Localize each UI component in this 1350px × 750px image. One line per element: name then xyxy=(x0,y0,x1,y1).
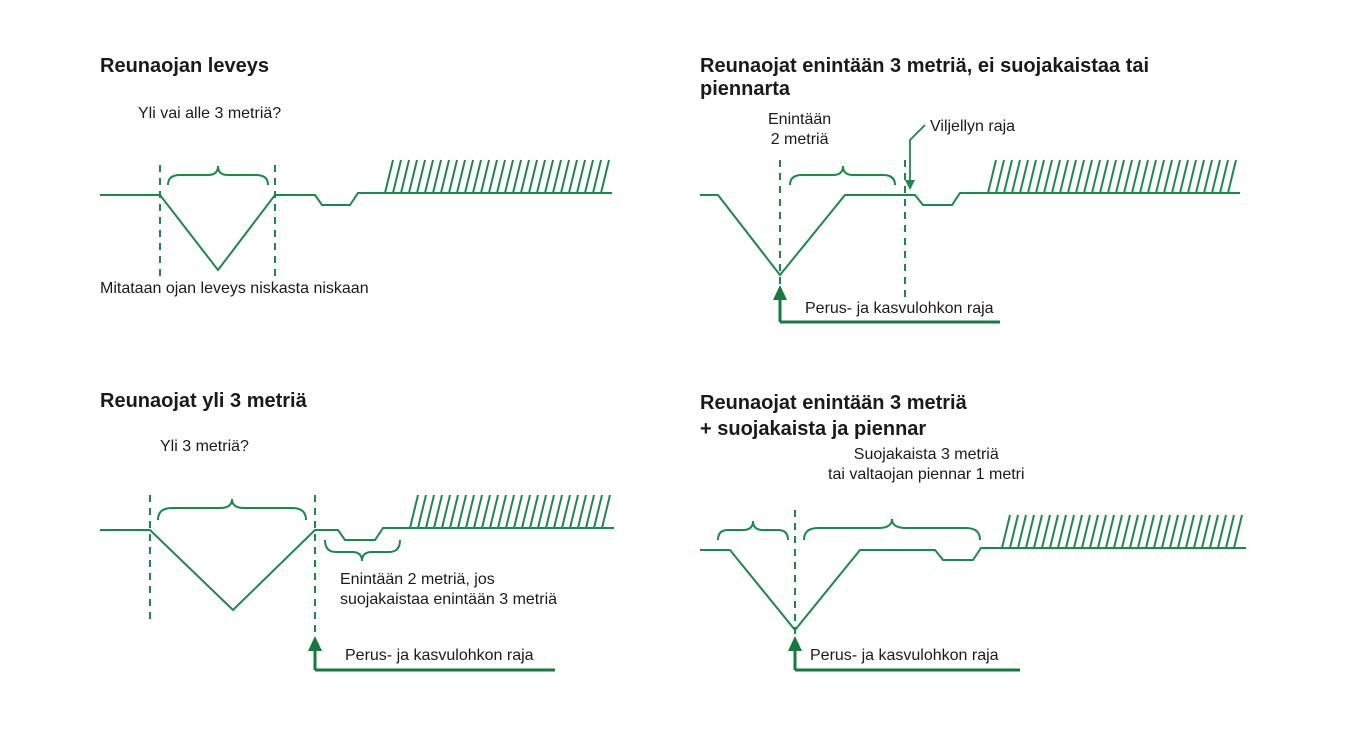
panel-svg-tl xyxy=(100,60,660,320)
panel-svg-br xyxy=(700,395,1270,695)
diagram-canvas: Reunaojan leveys Yli vai alle 3 metriä? … xyxy=(0,0,1350,750)
panel-svg-bl xyxy=(100,395,660,695)
panel-svg-tr xyxy=(700,60,1270,340)
